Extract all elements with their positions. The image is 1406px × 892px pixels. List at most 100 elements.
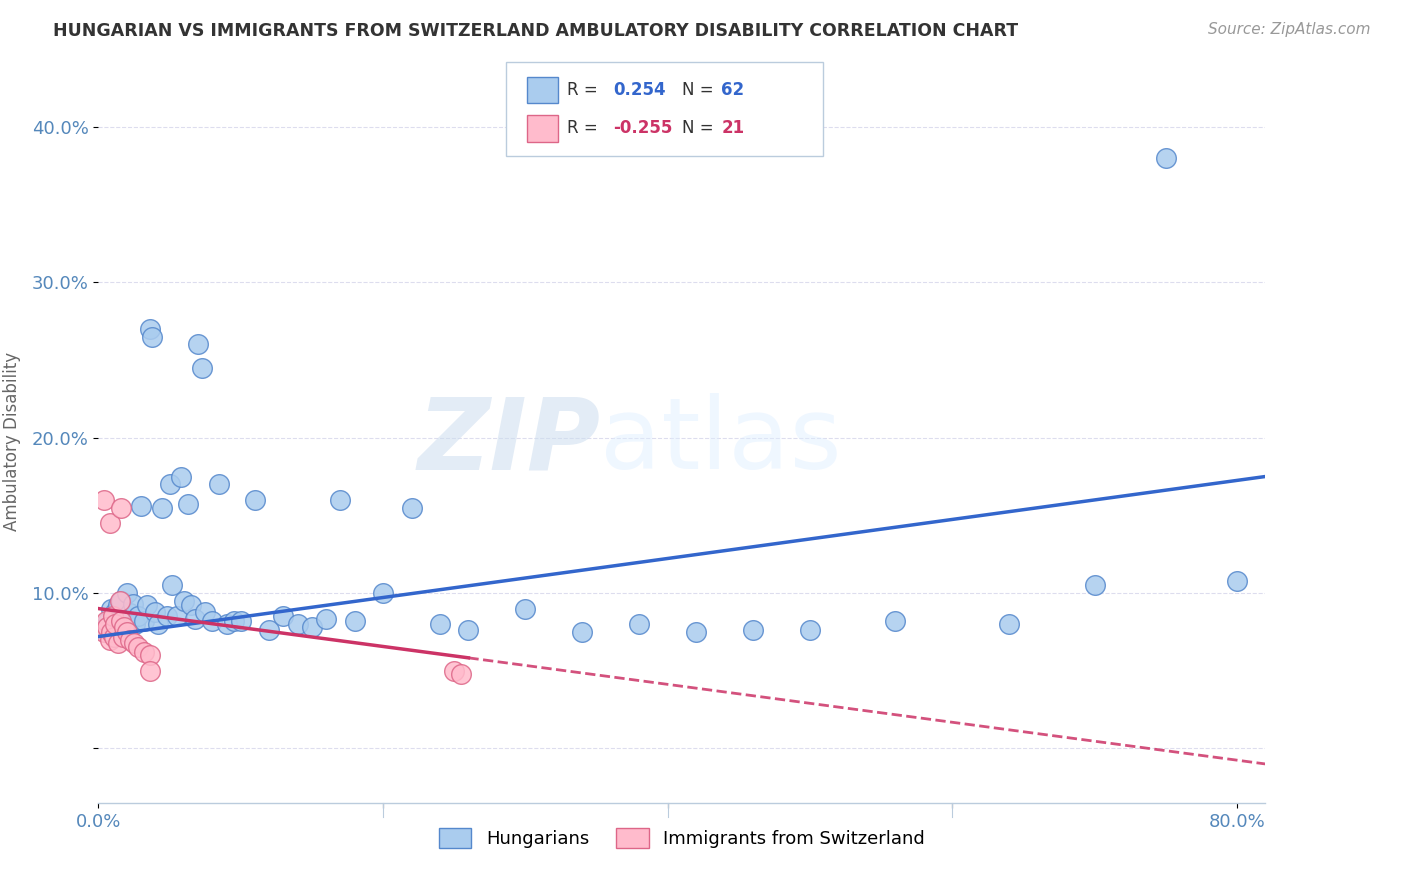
Point (108, 594, 131, 608)
Point (371, 586, 394, 600)
Point (152, 500, 174, 515)
Point (127, 609, 149, 624)
Point (93, 492, 115, 507)
Point (628, 617, 651, 632)
Point (138, 648, 160, 663)
Y-axis label: Ambulatory Disability: Ambulatory Disability (3, 352, 21, 531)
Point (401, 500, 423, 515)
Point (1154, 151, 1177, 165)
Point (515, 601, 537, 615)
Text: N =: N = (682, 120, 713, 137)
Point (329, 492, 352, 507)
Point (159, 477, 181, 491)
Point (132, 645, 155, 659)
Text: ZIP: ZIP (418, 393, 600, 490)
Point (148, 617, 170, 632)
Point (201, 614, 224, 628)
Text: HUNGARIAN VS IMMIGRANTS FROM SWITZERLAND AMBULATORY DISABILITY CORRELATION CHART: HUNGARIAN VS IMMIGRANTS FROM SWITZERLAND… (53, 22, 1018, 40)
Point (100, 601, 122, 615)
Point (98, 516, 121, 530)
Point (143, 605, 166, 619)
Legend: Hungarians, Immigrants from Switzerland: Hungarians, Immigrants from Switzerland (432, 821, 932, 855)
Text: R =: R = (567, 81, 598, 99)
Point (94, 624, 117, 639)
Text: R =: R = (567, 120, 598, 137)
Point (112, 612, 135, 626)
Point (111, 630, 134, 644)
Point (1084, 578, 1107, 592)
Point (138, 322, 160, 336)
Point (135, 599, 157, 613)
Point (229, 614, 252, 628)
Point (457, 624, 479, 638)
Point (98, 632, 121, 647)
Point (156, 609, 179, 624)
Point (173, 594, 195, 608)
Point (110, 614, 132, 628)
Point (1226, 574, 1249, 588)
Point (101, 609, 124, 624)
Point (287, 617, 309, 632)
Point (170, 469, 193, 483)
Point (93, 624, 115, 639)
Point (122, 636, 145, 650)
Point (315, 612, 337, 626)
Point (96, 620, 118, 634)
Point (429, 617, 451, 632)
Point (107, 636, 129, 650)
Text: atlas: atlas (600, 393, 842, 490)
Point (257, 624, 280, 638)
Point (141, 329, 163, 343)
Point (191, 360, 214, 375)
Point (129, 499, 152, 513)
Text: 0.254: 0.254 (613, 81, 665, 99)
Point (132, 614, 155, 628)
Point (107, 599, 129, 613)
Point (243, 492, 266, 507)
Text: 21: 21 (721, 120, 744, 137)
Point (162, 578, 184, 592)
Text: Source: ZipAtlas.com: Source: ZipAtlas.com (1208, 22, 1371, 37)
Point (124, 617, 146, 632)
Point (443, 664, 465, 678)
Point (101, 609, 124, 624)
Point (127, 640, 149, 655)
Point (115, 586, 138, 600)
Point (166, 609, 188, 624)
Point (138, 664, 160, 678)
Point (115, 624, 138, 639)
Point (571, 624, 593, 639)
Point (94, 614, 117, 628)
Point (118, 632, 141, 647)
Point (273, 609, 295, 624)
Point (104, 617, 127, 632)
Point (97, 614, 120, 628)
Point (343, 614, 366, 628)
Point (100, 624, 122, 639)
Point (177, 498, 200, 512)
Point (121, 597, 143, 611)
Point (742, 624, 765, 638)
Point (180, 599, 202, 613)
Point (884, 614, 907, 628)
Point (215, 617, 238, 632)
Point (998, 617, 1021, 632)
Point (194, 605, 217, 619)
Point (208, 477, 231, 491)
Point (108, 620, 131, 634)
Point (110, 594, 132, 608)
Text: 62: 62 (721, 81, 744, 99)
Point (799, 624, 821, 638)
Point (187, 337, 209, 351)
Point (184, 612, 207, 626)
Point (112, 620, 135, 634)
Point (104, 605, 127, 619)
Point (222, 614, 245, 628)
Point (110, 500, 132, 515)
Text: N =: N = (682, 81, 713, 99)
Text: -0.255: -0.255 (613, 120, 672, 137)
Point (103, 630, 125, 644)
Point (118, 606, 141, 620)
Point (450, 666, 472, 681)
Point (301, 620, 323, 634)
